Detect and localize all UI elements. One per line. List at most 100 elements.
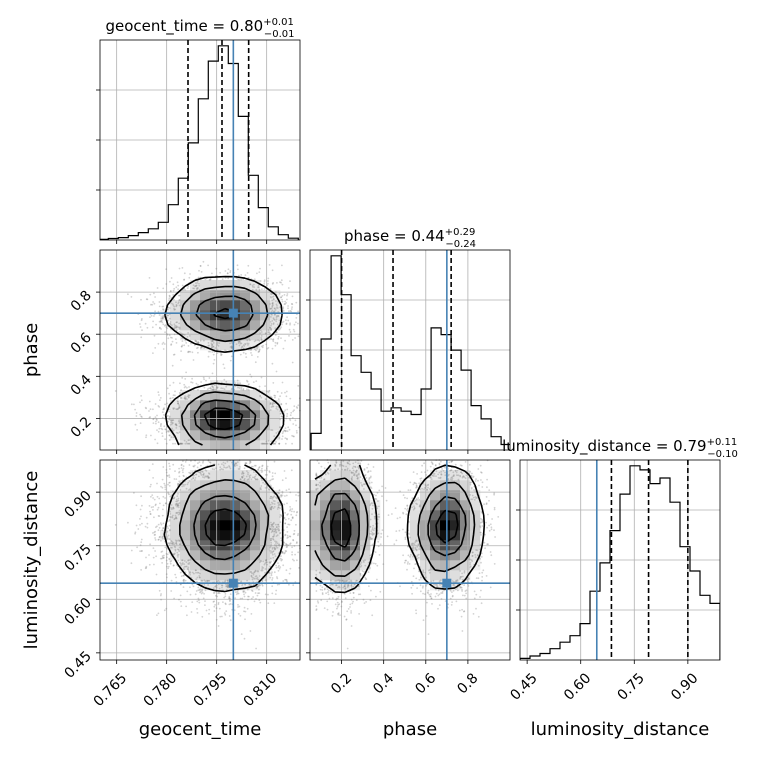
density-cell — [410, 550, 421, 561]
scatter-point — [257, 346, 259, 348]
scatter-point — [202, 460, 205, 463]
scatter-point — [272, 550, 275, 552]
scatter-point — [187, 396, 190, 399]
scatter-point — [350, 585, 353, 587]
scatter-point — [222, 601, 224, 603]
scatter-point — [260, 345, 263, 348]
scatter-point — [159, 397, 162, 399]
scatter-point — [263, 563, 266, 566]
scatter-point — [473, 498, 476, 501]
scatter-point — [181, 377, 184, 379]
scatter-point — [267, 593, 269, 596]
scatter-point — [433, 583, 435, 586]
scatter-point — [247, 277, 250, 279]
scatter-point — [417, 544, 420, 546]
scatter-point — [162, 348, 165, 350]
scatter-point — [460, 464, 463, 467]
scatter-point — [457, 589, 459, 592]
scatter-point — [269, 303, 271, 305]
scatter-point — [256, 585, 259, 588]
scatter-point — [369, 526, 372, 528]
scatter-point — [167, 308, 170, 311]
scatter-point — [424, 483, 427, 486]
scatter-point — [221, 584, 224, 587]
scatter-point — [369, 525, 372, 528]
scatter-point — [177, 302, 180, 305]
scatter-point — [246, 588, 249, 591]
density-cell — [310, 490, 321, 501]
scatter-point — [315, 573, 318, 576]
scatter-point — [213, 610, 216, 612]
density-cell — [200, 290, 211, 301]
scatter-point — [341, 468, 343, 471]
scatter-point — [243, 595, 246, 598]
density-cell — [170, 490, 181, 501]
scatter-point — [203, 579, 206, 582]
scatter-point — [167, 491, 170, 494]
scatter-point — [271, 505, 274, 508]
scatter-point — [161, 556, 164, 559]
scatter-point — [357, 473, 360, 476]
scatter-point — [475, 549, 477, 551]
panel-geocent_time-luminosity_distance — [99, 459, 301, 661]
scatter-point — [417, 543, 420, 546]
scatter-point — [438, 593, 441, 596]
scatter-point — [206, 579, 209, 582]
scatter-point — [265, 440, 268, 443]
scatter-point — [319, 588, 322, 591]
scatter-point — [195, 578, 198, 580]
scatter-point — [330, 579, 332, 582]
density-cell — [240, 410, 251, 421]
scatter-point — [261, 465, 264, 468]
scatter-point — [182, 467, 185, 470]
scatter-point — [437, 589, 440, 592]
scatter-point — [177, 511, 180, 514]
scatter-point — [416, 503, 418, 505]
density-cell — [210, 420, 221, 431]
scatter-point — [253, 600, 256, 603]
scatter-point — [436, 585, 439, 588]
scatter-point — [213, 359, 216, 361]
scatter-point — [270, 541, 272, 544]
scatter-point — [341, 579, 344, 582]
scatter-point — [152, 417, 155, 420]
density-cell — [240, 480, 251, 491]
scatter-point — [254, 569, 257, 572]
scatter-point — [436, 585, 438, 587]
scatter-point — [257, 584, 260, 587]
scatter-point — [177, 482, 179, 485]
scatter-point — [198, 575, 201, 577]
scatter-point — [359, 573, 362, 575]
scatter-point — [264, 442, 267, 445]
scatter-point — [173, 309, 176, 311]
scatter-point — [413, 507, 416, 509]
scatter-point — [357, 472, 360, 475]
scatter-point — [450, 461, 453, 463]
scatter-point — [278, 442, 281, 445]
scatter-point — [481, 579, 483, 582]
density-cell — [260, 330, 271, 341]
scatter-point — [187, 568, 190, 571]
scatter-point — [350, 612, 352, 614]
scatter-point — [189, 573, 192, 576]
scatter-point — [404, 536, 407, 539]
scatter-point — [453, 475, 455, 477]
scatter-point — [183, 485, 185, 487]
density-cell — [230, 340, 241, 351]
scatter-point — [435, 592, 438, 595]
scatter-point — [229, 593, 232, 596]
scatter-point — [175, 408, 178, 410]
scatter-point — [481, 576, 484, 578]
scatter-point — [196, 608, 198, 610]
scatter-point — [287, 305, 289, 307]
scatter-point — [229, 342, 232, 345]
density-cell — [350, 520, 361, 531]
scatter-point — [197, 571, 200, 574]
scatter-point — [364, 564, 367, 567]
scatter-point — [493, 508, 496, 511]
scatter-point — [177, 402, 179, 405]
scatter-point — [416, 545, 419, 548]
scatter-point — [216, 342, 219, 345]
scatter-point — [175, 325, 178, 328]
density-cell — [170, 310, 181, 321]
